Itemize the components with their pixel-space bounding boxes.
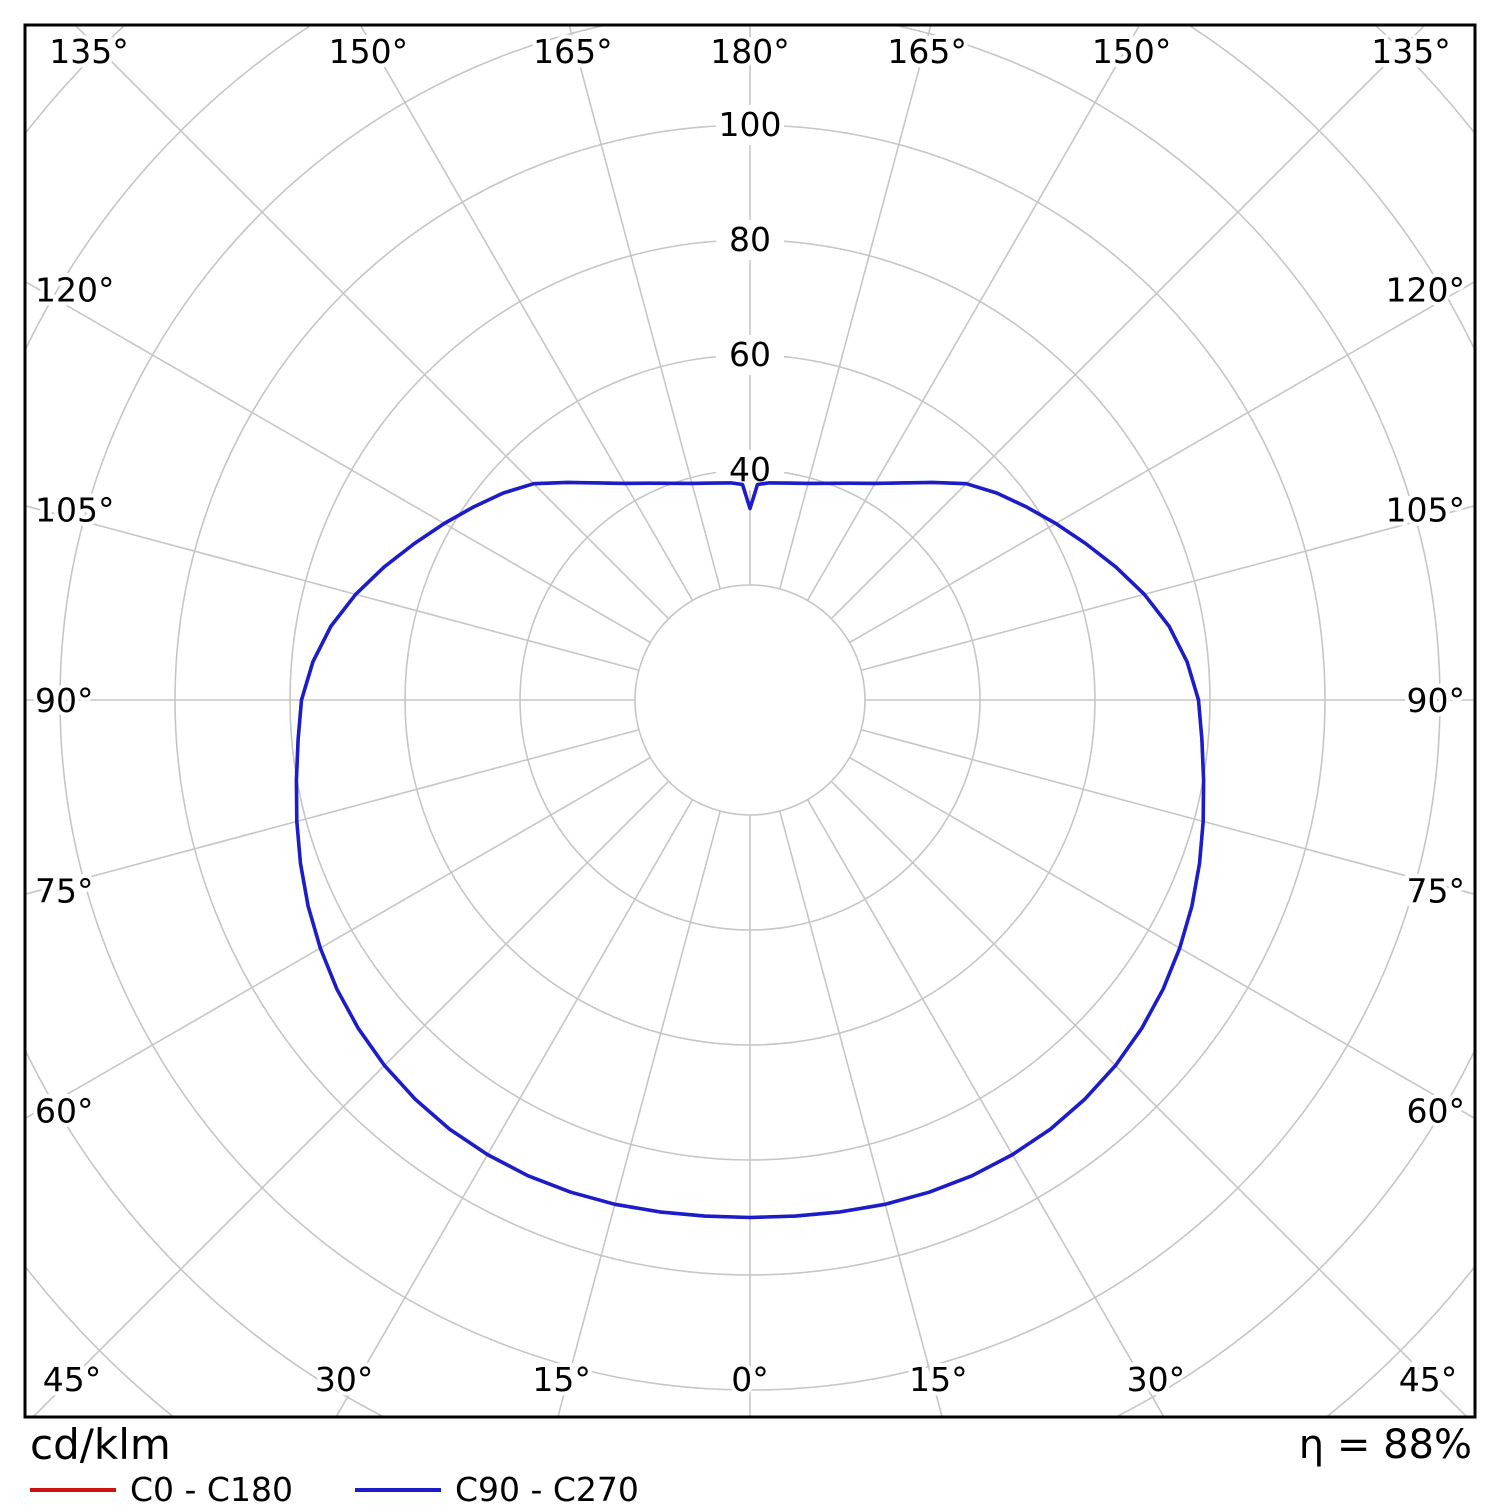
units-label: cd/klm — [30, 1420, 171, 1469]
svg-text:45°: 45° — [43, 1360, 102, 1399]
svg-text:135°: 135° — [1371, 32, 1451, 71]
svg-text:90°: 90° — [1407, 681, 1466, 720]
svg-text:30°: 30° — [1127, 1360, 1186, 1399]
svg-text:80: 80 — [729, 220, 771, 259]
svg-text:120°: 120° — [1386, 271, 1466, 310]
svg-text:15°: 15° — [532, 1360, 591, 1399]
svg-text:0°: 0° — [731, 1360, 769, 1399]
svg-text:15°: 15° — [909, 1360, 968, 1399]
svg-text:105°: 105° — [35, 490, 115, 529]
svg-text:150°: 150° — [1092, 32, 1172, 71]
svg-text:165°: 165° — [533, 32, 613, 71]
svg-text:105°: 105° — [1386, 490, 1466, 529]
svg-text:30°: 30° — [315, 1360, 374, 1399]
legend-item-c90-c270: C90 - C270 — [354, 1470, 639, 1509]
svg-text:135°: 135° — [49, 32, 129, 71]
legend-label-c90-c270: C90 - C270 — [454, 1470, 639, 1509]
svg-text:120°: 120° — [35, 271, 115, 310]
svg-text:60°: 60° — [1407, 1091, 1466, 1130]
svg-text:165°: 165° — [887, 32, 967, 71]
legend-line-blue-icon — [354, 1487, 441, 1492]
legend-line-red-icon — [30, 1487, 116, 1492]
svg-text:60: 60 — [729, 335, 771, 374]
svg-text:150°: 150° — [329, 32, 409, 71]
svg-text:75°: 75° — [35, 872, 94, 911]
efficiency-value: η = 88% — [1298, 1422, 1472, 1468]
legend-item-c0-c180: C0 - C180 — [30, 1470, 293, 1509]
svg-text:75°: 75° — [1407, 872, 1466, 911]
svg-text:60°: 60° — [35, 1091, 94, 1130]
svg-text:45°: 45° — [1399, 1360, 1458, 1399]
legend-label-c0-c180: C0 - C180 — [130, 1470, 293, 1509]
legend: C0 - C180 C90 - C270 — [30, 1470, 639, 1509]
svg-text:100: 100 — [719, 105, 782, 144]
svg-text:180°: 180° — [710, 32, 790, 71]
svg-text:90°: 90° — [35, 681, 94, 720]
